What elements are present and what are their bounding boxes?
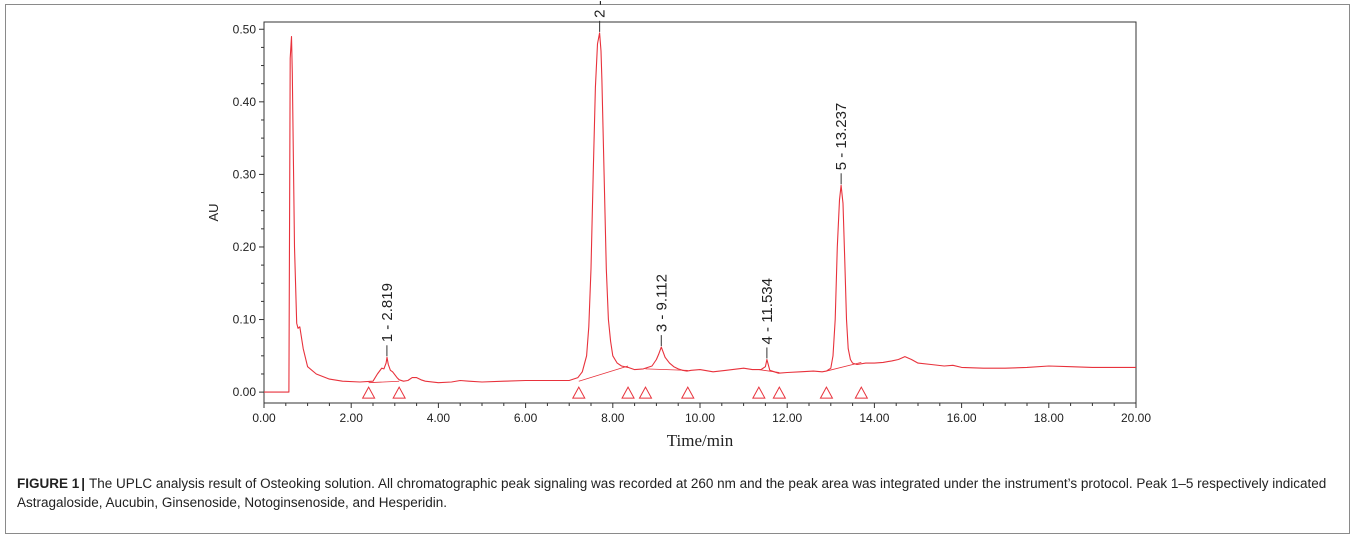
baseline-segment — [368, 380, 400, 384]
y-tick-label: 0.00 — [233, 385, 257, 399]
y-tick-label: 0.50 — [233, 22, 257, 36]
x-tick-label: 12.00 — [772, 411, 802, 425]
y-axis-title: AU — [206, 203, 221, 221]
integration-marker — [752, 386, 766, 399]
integration-marker — [571, 386, 586, 399]
caption-figure-label: FIGURE 1 — [17, 476, 80, 491]
x-tick-label: 2.00 — [340, 411, 364, 425]
figure-caption: FIGURE 1 | The UPLC analysis result of Ost… — [17, 474, 1337, 512]
x-tick-label: 16.00 — [947, 411, 977, 425]
x-tick-label: 10.00 — [685, 411, 715, 425]
x-tick-label: 8.00 — [601, 411, 625, 425]
chromatogram-trace — [264, 32, 1136, 393]
integration-marker — [638, 386, 653, 399]
peak-label: 2 - 7.698 — [592, 0, 609, 18]
integration-marker — [772, 386, 787, 399]
x-tick-label: 4.00 — [427, 411, 451, 425]
chromatogram-chart: 0.00 2.00 4.00 6.00 8.00 10.00 12.00 14.00 16.00… — [206, 0, 1152, 450]
peak-label: 1 - 2.819 — [379, 283, 396, 342]
x-tick-label: 20.00 — [1121, 411, 1151, 425]
x-tick-label: 0.00 — [252, 411, 276, 425]
x-tick-label: 6.00 — [514, 411, 538, 425]
integration-marker — [819, 386, 834, 399]
y-tick-label: 0.30 — [233, 167, 257, 181]
plot-border — [263, 21, 1137, 404]
caption-text: The UPLC analysis result of Osteoking so… — [17, 476, 1327, 510]
y-tick-label: 0.20 — [233, 240, 257, 254]
integration-marker — [361, 386, 376, 399]
caption-separator: | — [81, 476, 86, 491]
peak-label: 5 - 13.237 — [833, 103, 850, 171]
integration-marker — [392, 386, 407, 399]
integration-marker — [680, 386, 695, 399]
x-axis-title: Time/min — [667, 431, 734, 450]
y-tick-label: 0.40 — [233, 95, 257, 109]
integration-marker — [854, 386, 869, 399]
peak-label: 4 - 11.534 — [759, 278, 776, 344]
x-tick-label: 18.00 — [1034, 411, 1064, 425]
figure-frame — [5, 4, 1350, 534]
plot-area: 0.00 2.00 4.00 6.00 8.00 10.00 12.00 14.00 16.00… — [233, 0, 1152, 425]
integration-marker — [621, 386, 635, 399]
peak-label: 3 - 9.112 — [653, 274, 670, 332]
baseline-segment — [578, 365, 629, 382]
y-tick-label: 0.10 — [233, 313, 257, 327]
x-tick-label: 14.00 — [859, 411, 889, 425]
